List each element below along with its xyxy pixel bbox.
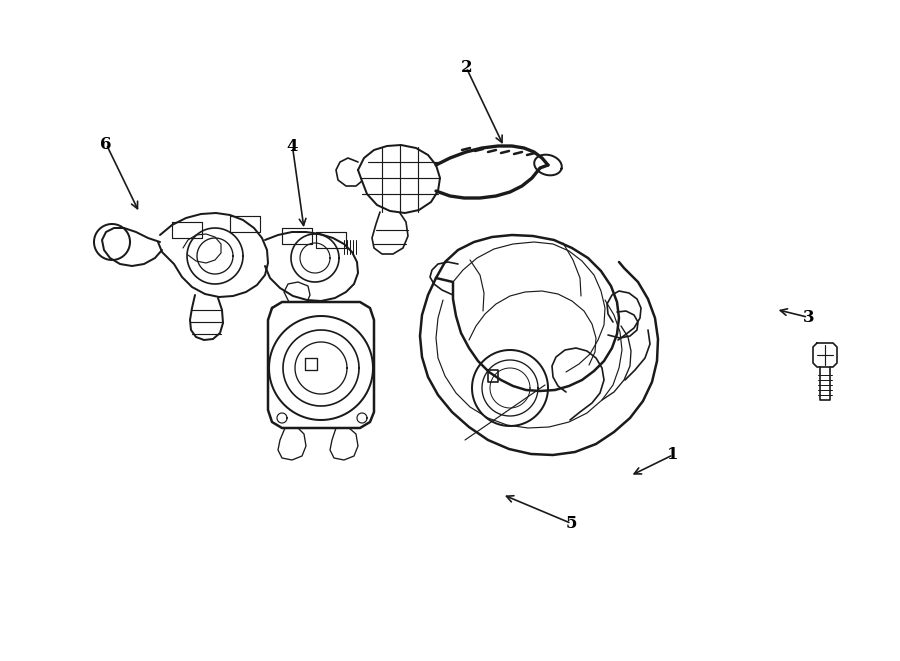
Text: 5: 5 [566,515,577,532]
Text: 3: 3 [803,309,814,326]
Text: 4: 4 [287,138,298,155]
Text: 1: 1 [668,446,679,463]
Text: 6: 6 [101,136,112,153]
Text: 2: 2 [461,59,472,76]
